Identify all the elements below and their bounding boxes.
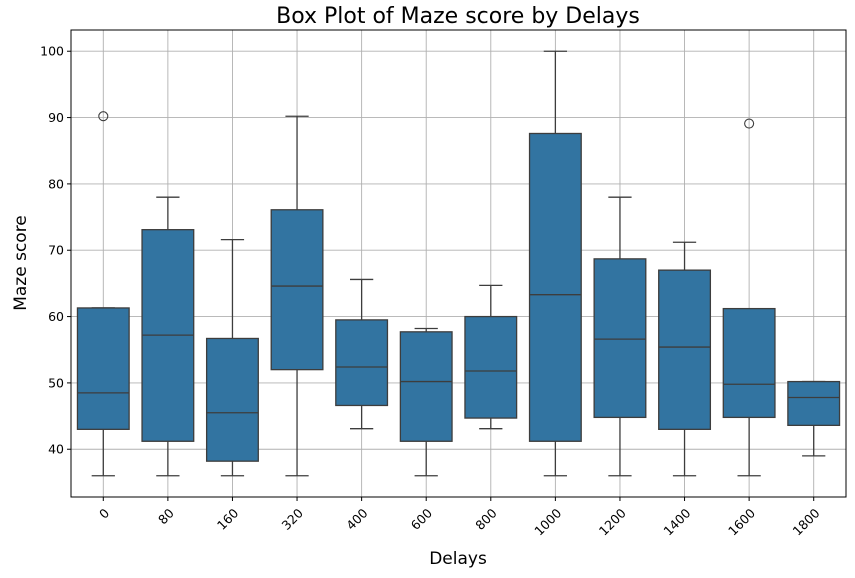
boxes: [76, 50, 841, 477]
box-320: [270, 115, 324, 477]
iqr-box: [399, 331, 453, 442]
x-tick-label: 1000: [531, 505, 564, 538]
iqr-box: [658, 269, 712, 430]
x-tick-label: 0: [96, 505, 112, 521]
box-400: [335, 278, 389, 430]
y-tick-label: 80: [48, 176, 64, 191]
iqr-box: [593, 258, 647, 419]
box-1600: [722, 118, 776, 477]
chart-title: Box Plot of Maze score by Delays: [276, 4, 640, 29]
iqr-box: [787, 380, 841, 427]
box-1800: [787, 380, 841, 457]
y-tick-label: 70: [48, 243, 64, 258]
x-tick-label: 400: [343, 505, 371, 533]
box-1400: [658, 241, 712, 477]
x-tick-label: 80: [155, 505, 177, 527]
plot-frame: [70, 29, 847, 498]
box-800: [464, 284, 518, 430]
iqr-box: [76, 307, 130, 430]
iqr-box: [270, 209, 324, 371]
iqr-box: [528, 132, 582, 442]
x-tick-label: 1800: [790, 505, 823, 538]
iqr-box: [205, 337, 259, 462]
y-tick-label: 100: [40, 44, 64, 59]
box-1200: [593, 196, 647, 477]
y-tick-label: 40: [48, 442, 64, 457]
y-tick-label: 90: [48, 110, 64, 125]
x-tick-label: 320: [279, 505, 307, 533]
box-80: [141, 196, 195, 477]
outlier-point: [744, 118, 755, 129]
y-tick-label: 60: [48, 309, 64, 324]
x-tick-label: 800: [472, 505, 500, 533]
box-0: [76, 111, 130, 477]
box-160: [205, 238, 259, 477]
box-600: [399, 327, 453, 477]
box-1000: [528, 50, 582, 477]
y-axis-label: Maze score: [11, 215, 31, 311]
x-tick-label: 160: [214, 505, 242, 533]
x-tick-label: 600: [408, 505, 436, 533]
y-tick-label: 50: [48, 375, 64, 390]
x-tick-label: 1600: [725, 505, 758, 538]
x-axis-label: Delays: [429, 549, 487, 569]
x-tick-label: 1200: [596, 505, 629, 538]
outlier-point: [98, 111, 109, 122]
iqr-box: [722, 307, 776, 419]
x-tick-label: 1400: [660, 505, 693, 538]
iqr-box: [464, 315, 518, 419]
iqr-box: [335, 319, 389, 407]
